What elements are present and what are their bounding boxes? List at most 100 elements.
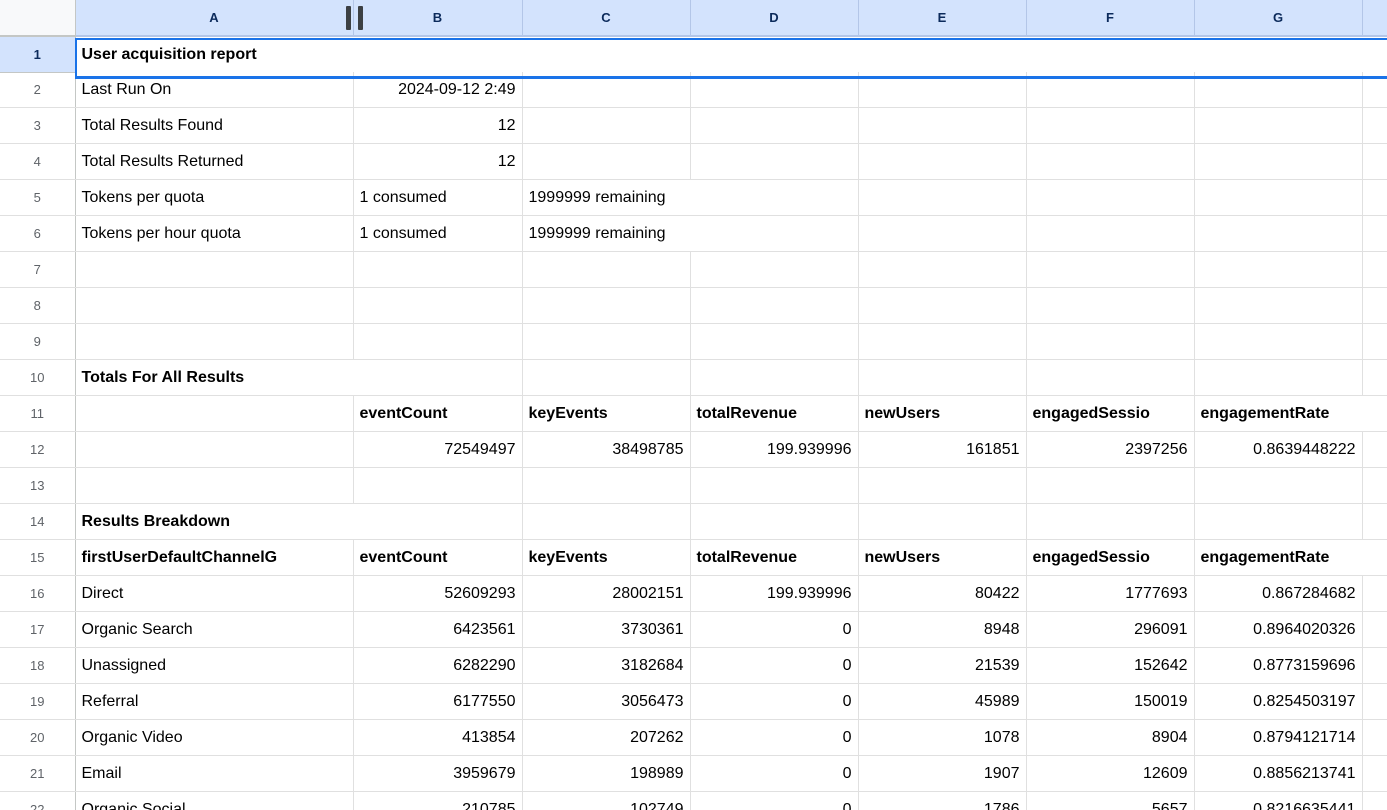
breakdown-cell-new-users[interactable]: 8948 (858, 611, 1027, 648)
cell-e4[interactable] (858, 143, 1027, 180)
table-row[interactable]: 8 (0, 287, 1387, 324)
breakdown-cell-engagement-rate[interactable]: 0.8254503197 (1194, 683, 1363, 720)
breakdown-header-new-users[interactable]: newUsers (858, 539, 1027, 576)
cell-e6[interactable] (858, 215, 1027, 252)
totals-header-new-users[interactable]: newUsers (858, 395, 1027, 432)
breakdown-cell-event-count[interactable]: 6282290 (353, 647, 523, 684)
totals-value-event-count[interactable]: 72549497 (353, 431, 523, 468)
cell-c8[interactable] (522, 287, 691, 324)
cell-b13[interactable] (353, 467, 523, 504)
column-resize-handle-icon[interactable] (345, 6, 367, 30)
breakdown-cell-new-users[interactable]: 1786 (858, 791, 1027, 810)
breakdown-cell-total-revenue[interactable]: 0 (690, 611, 859, 648)
row-header-7[interactable]: 7 (0, 251, 76, 288)
row-header-18[interactable]: 18 (0, 647, 76, 684)
cell-h17[interactable] (1362, 611, 1387, 648)
row-header-9[interactable]: 9 (0, 323, 76, 360)
breakdown-cell-engaged-sessions[interactable]: 152642 (1026, 647, 1195, 684)
meta-label-tokens-per-quota[interactable]: Tokens per quota (75, 179, 354, 216)
breakdown-header-total-revenue[interactable]: totalRevenue (690, 539, 859, 576)
cell-h16[interactable] (1362, 575, 1387, 612)
cell-c13[interactable] (522, 467, 691, 504)
breakdown-cell-total-revenue[interactable]: 199.939996 (690, 575, 859, 612)
cell-d14[interactable] (690, 503, 859, 540)
column-header-h-partial[interactable] (1362, 0, 1387, 37)
meta-value-total-results-found[interactable]: 12 (353, 107, 523, 144)
cell-h5[interactable] (1362, 179, 1387, 216)
cell-h6[interactable] (1362, 215, 1387, 252)
breakdown-cell-engagement-rate[interactable]: 0.8773159696 (1194, 647, 1363, 684)
cell-d2[interactable] (690, 72, 859, 108)
breakdown-header-event-count[interactable]: eventCount (353, 539, 523, 576)
totals-value-key-events[interactable]: 38498785 (522, 431, 691, 468)
cell-h19[interactable] (1362, 683, 1387, 720)
row-header-11[interactable]: 11 (0, 395, 76, 432)
breakdown-cell-engaged-sessions[interactable]: 12609 (1026, 755, 1195, 792)
cell-h13[interactable] (1362, 467, 1387, 504)
row-header-22[interactable]: 22 (0, 791, 76, 810)
totals-value-engaged-sessions[interactable]: 2397256 (1026, 431, 1195, 468)
cell-d13[interactable] (690, 467, 859, 504)
totals-value-engagement-rate[interactable]: 0.8639448222 (1194, 431, 1363, 468)
row-header-1[interactable]: 1 (0, 36, 76, 73)
breakdown-section-heading[interactable]: Results Breakdown (75, 503, 353, 540)
cell-h20[interactable] (1362, 719, 1387, 756)
meta-value-total-results-returned[interactable]: 12 (353, 143, 523, 180)
row-header-14[interactable]: 14 (0, 503, 76, 540)
breakdown-cell-key-events[interactable]: 3056473 (522, 683, 691, 720)
row-header-15[interactable]: 15 (0, 539, 76, 576)
breakdown-cell-total-revenue[interactable]: 0 (690, 647, 859, 684)
meta-extra-tokens-per-hour-quota[interactable]: 1999999 remaining (522, 215, 690, 252)
row-header-2[interactable]: 2 (0, 72, 76, 108)
cell-b14[interactable] (353, 503, 523, 540)
column-header-g[interactable]: G (1194, 0, 1363, 37)
cell-a13[interactable] (75, 467, 354, 504)
breakdown-cell-new-users[interactable]: 1078 (858, 719, 1027, 756)
cell-h3[interactable] (1362, 107, 1387, 144)
breakdown-cell-event-count[interactable]: 210785 (353, 791, 523, 810)
cell-e13[interactable] (858, 467, 1027, 504)
row-header-6[interactable]: 6 (0, 215, 76, 252)
breakdown-cell-engagement-rate[interactable]: 0.8856213741 (1194, 755, 1363, 792)
breakdown-cell-channel[interactable]: Referral (75, 683, 354, 720)
table-row[interactable]: 1 User acquisition report (0, 36, 1387, 73)
cell-g10[interactable] (1194, 359, 1363, 396)
cell-f6[interactable] (1026, 215, 1195, 252)
row-header-8[interactable]: 8 (0, 287, 76, 324)
breakdown-cell-event-count[interactable]: 3959679 (353, 755, 523, 792)
breakdown-cell-engagement-rate[interactable]: 0.8216635441 (1194, 791, 1363, 810)
cell-h9[interactable] (1362, 323, 1387, 360)
select-all-corner[interactable] (0, 0, 76, 37)
meta-value-tokens-per-hour-quota[interactable]: 1 consumed (353, 215, 523, 252)
cell-g4[interactable] (1194, 143, 1363, 180)
breakdown-cell-key-events[interactable]: 3182684 (522, 647, 691, 684)
cell-c14[interactable] (522, 503, 691, 540)
cell-h11[interactable] (1362, 395, 1387, 432)
cell-f3[interactable] (1026, 107, 1195, 144)
breakdown-cell-engaged-sessions[interactable]: 1777693 (1026, 575, 1195, 612)
cell-g9[interactable] (1194, 323, 1363, 360)
cell-d4[interactable] (690, 143, 859, 180)
totals-header-0[interactable] (75, 395, 354, 432)
column-header-f[interactable]: F (1026, 0, 1195, 37)
cell-e7[interactable] (858, 251, 1027, 288)
row-header-21[interactable]: 21 (0, 755, 76, 792)
row-header-17[interactable]: 17 (0, 611, 76, 648)
breakdown-cell-engagement-rate[interactable]: 0.8794121714 (1194, 719, 1363, 756)
breakdown-cell-new-users[interactable]: 21539 (858, 647, 1027, 684)
cell-e2[interactable] (858, 72, 1027, 108)
meta-value-tokens-per-quota[interactable]: 1 consumed (353, 179, 523, 216)
meta-label-total-results-returned[interactable]: Total Results Returned (75, 143, 354, 180)
totals-value-new-users[interactable]: 161851 (858, 431, 1027, 468)
cell-h14[interactable] (1362, 503, 1387, 540)
breakdown-cell-event-count[interactable]: 413854 (353, 719, 523, 756)
totals-section-heading[interactable]: Totals For All Results (75, 359, 353, 396)
breakdown-cell-engaged-sessions[interactable]: 150019 (1026, 683, 1195, 720)
cell-e10[interactable] (858, 359, 1027, 396)
breakdown-cell-channel[interactable]: Email (75, 755, 354, 792)
totals-header-key-events[interactable]: keyEvents (522, 395, 691, 432)
cell-e3[interactable] (858, 107, 1027, 144)
breakdown-header-key-events[interactable]: keyEvents (522, 539, 691, 576)
totals-value-0[interactable] (75, 431, 354, 468)
cell-f8[interactable] (1026, 287, 1195, 324)
